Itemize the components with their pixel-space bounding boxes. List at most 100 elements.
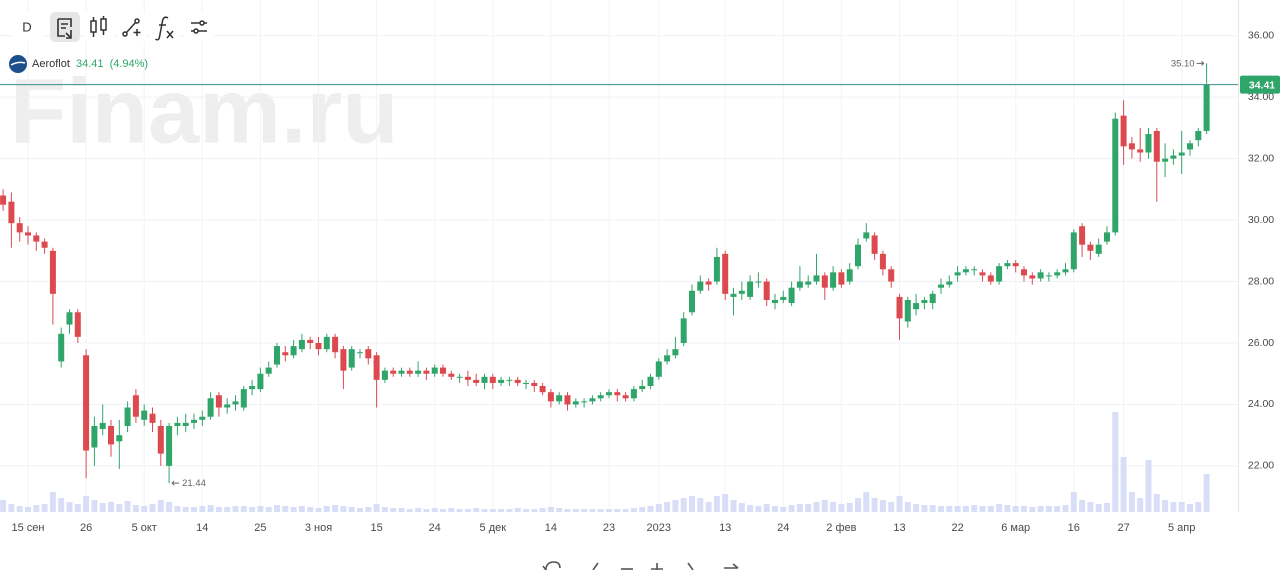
volume-bar: [846, 503, 853, 512]
candle-body: [199, 416, 206, 420]
candle-body: [830, 272, 837, 288]
x-tick-label: 15: [370, 522, 382, 534]
candle-body: [1187, 143, 1193, 150]
volume-bar: [929, 505, 936, 512]
x-tick-label: 13: [893, 522, 905, 534]
candle-body: [523, 382, 529, 384]
candle-body: [141, 410, 148, 420]
candle-body: [738, 290, 745, 294]
candle-body: [240, 389, 247, 408]
volume-bar: [207, 505, 214, 512]
volume-bar: [25, 507, 31, 512]
volume-bar: [132, 505, 139, 512]
y-tick-label: 36.00: [1248, 30, 1274, 42]
volume-bar: [971, 505, 978, 512]
candle-body: [1012, 263, 1019, 267]
legend-logo: [9, 55, 27, 73]
candle-body: [664, 355, 671, 362]
candle-body: [1153, 130, 1160, 162]
x-tick-label: 16: [1068, 522, 1080, 534]
volume-bar: [315, 508, 322, 512]
legend-name: Aeroflot: [32, 58, 70, 70]
x-tick-label: 23: [603, 522, 615, 534]
candle-body: [1054, 272, 1061, 276]
last-price-tag: [1240, 75, 1280, 94]
nav-end[interactable]: [724, 563, 739, 569]
x-tick-label: 13: [719, 522, 731, 534]
candle-body: [1137, 149, 1144, 153]
volume-bar: [1187, 504, 1193, 512]
candle-body: [722, 253, 729, 294]
nav-right[interactable]: [687, 562, 694, 570]
volume-bar: [1112, 412, 1119, 512]
volume-bar: [66, 502, 73, 512]
candle-body: [556, 395, 563, 402]
volume-bar: [423, 509, 430, 512]
template-button[interactable]: [50, 12, 80, 42]
candle-body: [689, 290, 695, 313]
candle-body: [66, 312, 73, 325]
x-tick-label: 3 ноя: [305, 522, 332, 534]
y-tick-label: 24.00: [1248, 398, 1274, 410]
volume-bar: [141, 506, 148, 512]
candle-body: [1029, 275, 1036, 279]
chart-type-button[interactable]: [84, 12, 114, 42]
candle-body: [913, 303, 920, 310]
volume-bar: [16, 506, 23, 512]
candle-body: [971, 269, 978, 271]
candle-body: [979, 272, 986, 276]
volume-bar: [0, 500, 7, 512]
candle-body: [74, 312, 81, 337]
candle-body: [871, 235, 878, 254]
volume-bar: [904, 502, 911, 512]
volume-bar: [871, 498, 878, 512]
volume-bar: [556, 508, 563, 512]
x-tick-label: 2023: [647, 522, 671, 534]
candle-body: [274, 346, 280, 365]
candle-body: [788, 287, 795, 304]
volume-bar: [166, 502, 173, 512]
candle-body: [249, 386, 256, 390]
volume-bar: [215, 507, 222, 512]
settings-button[interactable]: [184, 12, 214, 42]
candle-body: [0, 195, 7, 205]
candle-body: [838, 272, 845, 285]
candle-body: [464, 376, 471, 380]
candle-body: [406, 370, 413, 374]
volume-bar: [614, 509, 621, 512]
nav-left[interactable]: [592, 562, 599, 570]
volume-bar: [979, 506, 986, 512]
candle-body: [207, 398, 214, 417]
candle-body: [1112, 118, 1119, 233]
candle-body: [1062, 269, 1069, 273]
candle-body: [1145, 134, 1152, 153]
indicators-button[interactable]: [150, 12, 180, 42]
volume-bar: [481, 509, 488, 512]
candle-body: [348, 349, 355, 368]
candle-body: [365, 349, 372, 359]
volume-bar: [896, 496, 903, 512]
nav-zoom-in[interactable]: [651, 563, 663, 570]
candle-body: [49, 250, 56, 294]
interval-label[interactable]: D: [22, 19, 31, 34]
volume-bar: [365, 507, 372, 512]
y-tick-label: 34.00: [1248, 91, 1274, 103]
volume-bar: [689, 496, 695, 512]
candle-body: [747, 281, 754, 297]
candle-body: [879, 253, 886, 270]
candle-body: [929, 293, 936, 304]
volume-bar: [1054, 506, 1061, 512]
candle-body: [506, 379, 513, 381]
candle-body: [672, 349, 679, 356]
candle-body: [705, 281, 712, 285]
volume-bar: [41, 504, 48, 512]
volume-bar: [1037, 506, 1044, 512]
volume-bar: [622, 509, 629, 512]
volume-bar: [772, 506, 778, 512]
candle-body: [713, 256, 720, 282]
interval-button[interactable]: [12, 12, 42, 42]
volume-bar: [813, 502, 820, 512]
nav-reset[interactable]: [542, 561, 561, 570]
volume-bar: [157, 500, 164, 512]
